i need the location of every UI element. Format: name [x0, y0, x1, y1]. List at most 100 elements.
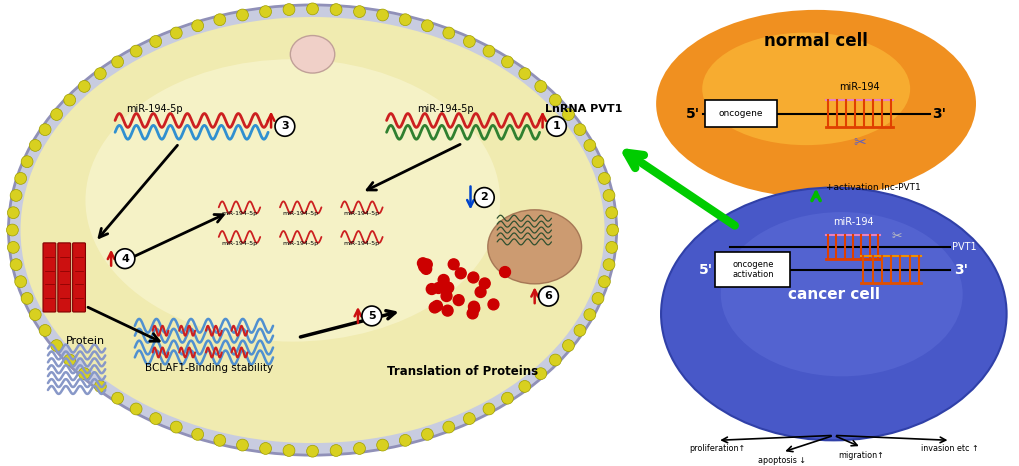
Text: 5': 5': [699, 262, 712, 276]
Text: +activation lnc-PVT1: +activation lnc-PVT1: [825, 183, 920, 192]
Circle shape: [421, 259, 432, 270]
Circle shape: [468, 301, 479, 312]
Circle shape: [260, 443, 271, 454]
Circle shape: [561, 340, 574, 351]
Circle shape: [561, 109, 574, 120]
Circle shape: [214, 14, 225, 26]
Circle shape: [501, 392, 513, 404]
Circle shape: [14, 276, 26, 288]
Circle shape: [479, 278, 490, 289]
Circle shape: [362, 306, 381, 326]
Circle shape: [442, 305, 452, 316]
Circle shape: [330, 4, 341, 15]
Text: apoptosis ↓: apoptosis ↓: [758, 456, 806, 465]
Text: miR-194: miR-194: [833, 217, 873, 227]
Ellipse shape: [86, 59, 499, 342]
Circle shape: [51, 340, 62, 351]
Circle shape: [14, 172, 26, 185]
Circle shape: [21, 293, 33, 304]
Circle shape: [421, 428, 433, 440]
Circle shape: [474, 188, 494, 207]
Circle shape: [431, 301, 442, 311]
Circle shape: [602, 259, 614, 271]
Ellipse shape: [487, 210, 581, 284]
Circle shape: [454, 268, 466, 279]
FancyBboxPatch shape: [58, 243, 70, 312]
Circle shape: [418, 261, 429, 272]
Text: miR-194-5p: miR-194-5p: [126, 103, 182, 114]
Text: miR-194-5p: miR-194-5p: [343, 241, 380, 246]
Circle shape: [30, 309, 41, 321]
Circle shape: [130, 45, 142, 57]
Circle shape: [192, 428, 204, 440]
Circle shape: [574, 123, 585, 136]
Circle shape: [519, 381, 530, 392]
Text: LnRNA PVT1: LnRNA PVT1: [544, 103, 622, 114]
Circle shape: [426, 284, 437, 295]
FancyBboxPatch shape: [43, 243, 56, 312]
Text: miR-194-5p: miR-194-5p: [343, 211, 380, 216]
Circle shape: [10, 259, 22, 271]
Circle shape: [467, 308, 478, 319]
Circle shape: [399, 434, 411, 446]
Ellipse shape: [701, 33, 909, 145]
Circle shape: [307, 3, 318, 15]
Circle shape: [549, 354, 560, 366]
Circle shape: [598, 276, 609, 288]
Circle shape: [483, 45, 494, 57]
Circle shape: [51, 109, 62, 120]
Circle shape: [30, 139, 41, 151]
Circle shape: [39, 324, 51, 336]
Ellipse shape: [655, 10, 975, 198]
Text: PVT1: PVT1: [952, 242, 976, 252]
Circle shape: [429, 302, 439, 313]
Text: Protein: Protein: [66, 336, 105, 346]
Text: ✂: ✂: [891, 231, 901, 243]
Text: migration↑: migration↑: [838, 451, 883, 460]
Text: ✂: ✂: [852, 135, 865, 150]
Circle shape: [475, 287, 485, 297]
Text: oncogene: oncogene: [718, 109, 762, 118]
Ellipse shape: [8, 5, 616, 455]
Circle shape: [10, 190, 22, 201]
Circle shape: [112, 392, 123, 404]
Circle shape: [330, 445, 341, 456]
Circle shape: [39, 123, 51, 136]
Circle shape: [112, 56, 123, 68]
Text: miR-194: miR-194: [839, 82, 879, 92]
Circle shape: [605, 241, 618, 254]
Circle shape: [150, 413, 161, 425]
Text: invasion etc ↑: invasion etc ↑: [920, 444, 978, 453]
Text: 2: 2: [480, 192, 488, 202]
Circle shape: [442, 282, 453, 293]
FancyBboxPatch shape: [705, 100, 775, 127]
Circle shape: [236, 9, 249, 21]
Circle shape: [275, 116, 294, 136]
Circle shape: [549, 94, 560, 106]
Text: 5: 5: [368, 311, 375, 321]
Circle shape: [214, 434, 225, 446]
Circle shape: [7, 241, 19, 254]
Circle shape: [115, 249, 135, 268]
Text: 5': 5': [685, 107, 699, 121]
Circle shape: [260, 6, 271, 18]
Circle shape: [447, 259, 459, 270]
FancyBboxPatch shape: [714, 252, 790, 288]
Circle shape: [602, 190, 614, 201]
Text: miR-194-5p: miR-194-5p: [282, 211, 319, 216]
Circle shape: [483, 403, 494, 415]
Text: 3': 3': [954, 262, 967, 276]
Text: proliferation↑: proliferation↑: [689, 444, 745, 453]
Circle shape: [283, 4, 294, 15]
Text: miR-194-5p: miR-194-5p: [221, 241, 257, 246]
Circle shape: [95, 381, 106, 392]
Text: 3': 3': [931, 107, 946, 121]
Text: BCLAF1-Binding stability: BCLAF1-Binding stability: [145, 363, 273, 373]
Circle shape: [399, 14, 411, 26]
Circle shape: [546, 116, 566, 136]
Circle shape: [534, 81, 546, 92]
Ellipse shape: [290, 35, 334, 73]
Ellipse shape: [16, 13, 608, 447]
Circle shape: [192, 20, 204, 32]
Circle shape: [64, 354, 75, 366]
